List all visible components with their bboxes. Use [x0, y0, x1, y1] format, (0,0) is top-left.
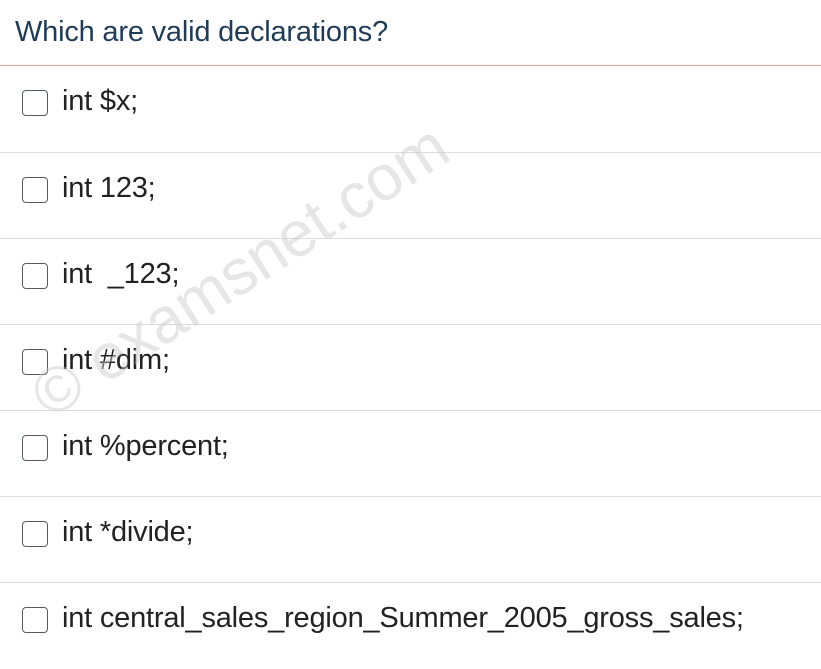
question-header: Which are valid declarations? — [0, 0, 821, 66]
option-checkbox[interactable] — [22, 177, 48, 203]
option-row-3[interactable]: int _123; — [0, 239, 821, 325]
option-row-7[interactable]: int central_sales_region_Summer_2005_gro… — [0, 583, 821, 669]
option-label: int 123; — [62, 172, 156, 204]
option-checkbox[interactable] — [22, 435, 48, 461]
option-checkbox[interactable] — [22, 263, 48, 289]
option-row-2[interactable]: int 123; — [0, 153, 821, 239]
option-label: int *divide; — [62, 516, 194, 548]
option-label: int $x; — [62, 85, 138, 117]
option-label: int central_sales_region_Summer_2005_gro… — [62, 602, 744, 634]
option-label: int %percent; — [62, 430, 229, 462]
option-row-4[interactable]: int #dim; — [0, 325, 821, 411]
option-row-6[interactable]: int *divide; — [0, 497, 821, 583]
option-label: int _123; — [62, 258, 180, 290]
option-checkbox[interactable] — [22, 607, 48, 633]
option-checkbox[interactable] — [22, 349, 48, 375]
option-label: int #dim; — [62, 344, 170, 376]
option-checkbox[interactable] — [22, 90, 48, 116]
options-list: int $x; int 123; int _123; int #dim; int… — [0, 66, 821, 669]
option-row-5[interactable]: int %percent; — [0, 411, 821, 497]
option-row-1[interactable]: int $x; — [0, 66, 821, 153]
question-title: Which are valid declarations? — [15, 16, 388, 48]
option-checkbox[interactable] — [22, 521, 48, 547]
